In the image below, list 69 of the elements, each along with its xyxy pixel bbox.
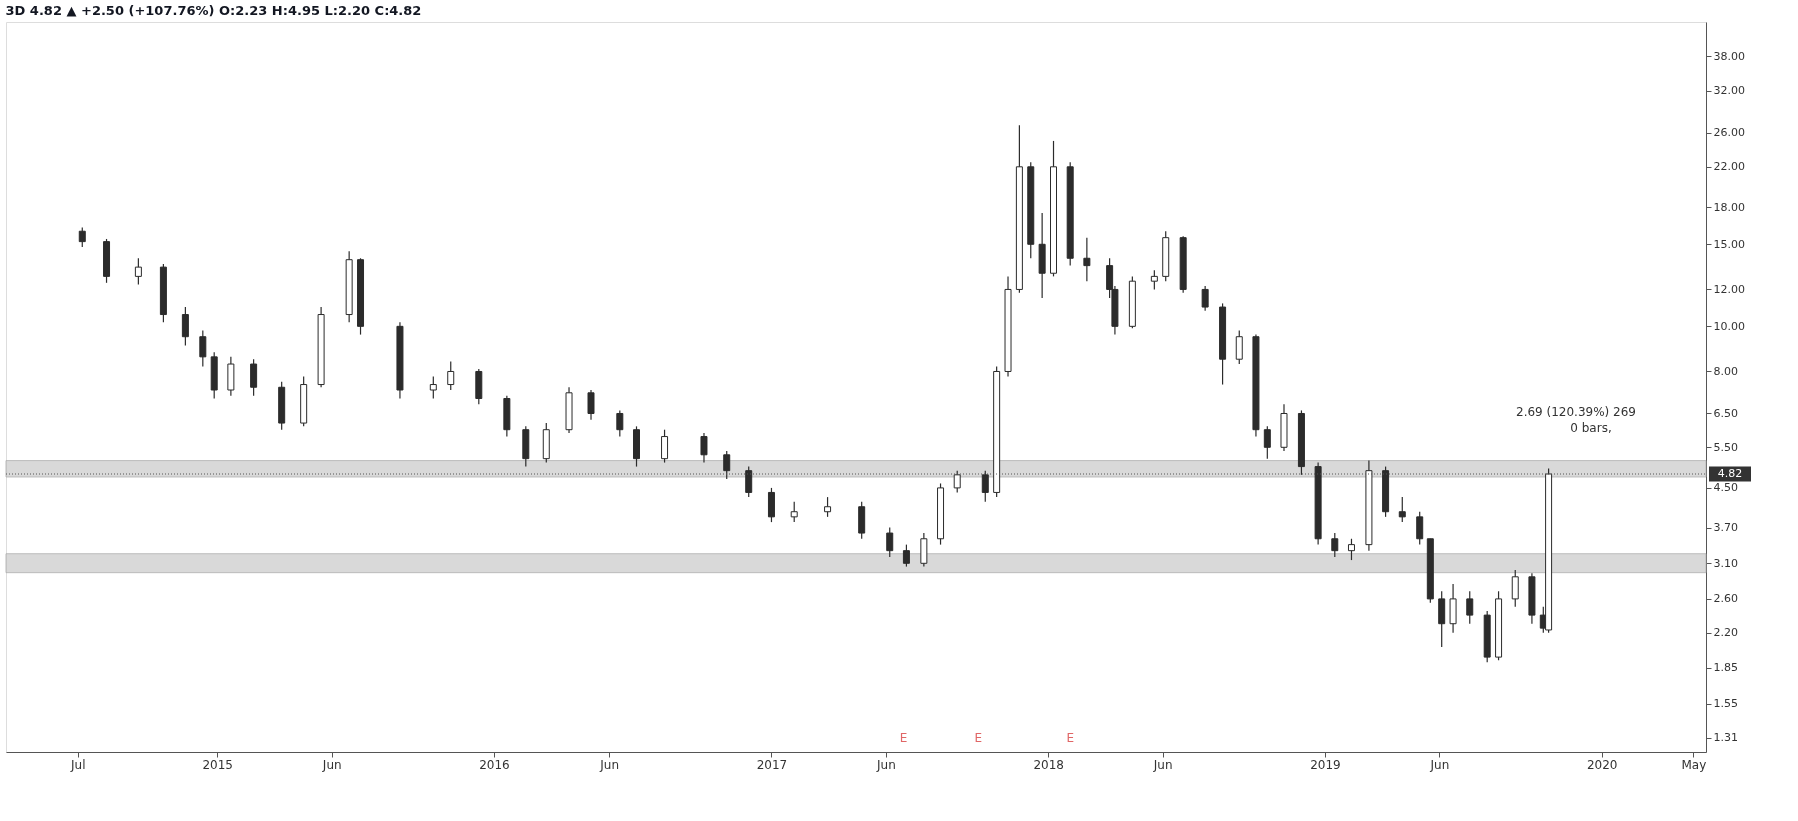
candlestick bbox=[78, 226, 86, 248]
candlestick bbox=[745, 465, 753, 498]
y-tick-label: 1.31 bbox=[1713, 731, 1738, 745]
candlestick bbox=[199, 329, 207, 368]
annotation: 2.69 (120.39%) 269 bbox=[1515, 405, 1637, 419]
candlestick bbox=[134, 257, 142, 286]
x-tick-label: Jun bbox=[1152, 757, 1173, 772]
candlestick bbox=[447, 361, 455, 391]
y-tick-label: 10.00 bbox=[1713, 319, 1745, 333]
candlestick bbox=[429, 376, 437, 400]
candlestick bbox=[1331, 532, 1339, 558]
candlestick bbox=[1416, 511, 1424, 546]
y-tick-label: 4.50 bbox=[1713, 481, 1738, 495]
candlestick bbox=[1511, 569, 1519, 608]
candlestick bbox=[250, 358, 258, 397]
ref-line-label: 4.82 bbox=[1717, 467, 1743, 480]
x-tick-label: 2015 bbox=[202, 757, 233, 772]
y-tick-label: 12.00 bbox=[1713, 282, 1745, 296]
chart-title: 3D 4.82 ▲ +2.50 (+107.76%) O:2.23 H:4.95 L:2.20 C:4.82 bbox=[5, 3, 422, 18]
candlestick bbox=[181, 306, 189, 347]
x-tick-label: 2019 bbox=[1310, 757, 1341, 772]
y-tick-label: 2.20 bbox=[1713, 626, 1738, 640]
y-tick-label: 38.00 bbox=[1713, 49, 1745, 63]
x-tick-label: 2017 bbox=[756, 757, 788, 772]
x-tick-label: Jun bbox=[1429, 757, 1450, 772]
candlestick bbox=[1466, 590, 1474, 625]
y-tick-label: 8.00 bbox=[1713, 364, 1738, 378]
x-tick-label: 2016 bbox=[479, 757, 510, 772]
annotation: E bbox=[974, 731, 983, 745]
x-tick-label: May bbox=[1681, 757, 1707, 772]
annotation: 0 bars, bbox=[1570, 421, 1612, 435]
candlestick bbox=[616, 409, 624, 438]
annotation: E bbox=[899, 731, 908, 745]
candlestick bbox=[902, 544, 910, 568]
x-tick-label: 2018 bbox=[1033, 757, 1064, 772]
candlestick bbox=[981, 470, 989, 503]
annotation: E bbox=[1066, 731, 1074, 745]
candlestick bbox=[587, 389, 595, 421]
candlestick bbox=[661, 429, 669, 464]
candlestick bbox=[1263, 425, 1271, 460]
candlestick bbox=[824, 496, 832, 518]
y-tick-label: 15.00 bbox=[1713, 237, 1745, 251]
y-tick-label: 1.55 bbox=[1713, 697, 1738, 711]
x-tick-label: Jul bbox=[69, 757, 86, 772]
candlestick bbox=[1201, 285, 1209, 312]
candlestick bbox=[1150, 269, 1158, 291]
y-tick-label: 2.60 bbox=[1713, 592, 1738, 606]
candlestick bbox=[953, 470, 961, 494]
x-tick-label: Jun bbox=[876, 757, 896, 772]
candlestick bbox=[1398, 496, 1406, 523]
y-tick-label: 3.10 bbox=[1713, 556, 1738, 570]
y-tick-label: 1.85 bbox=[1713, 661, 1738, 675]
y-tick-label: 18.00 bbox=[1713, 200, 1745, 214]
y-tick-label: 5.50 bbox=[1713, 440, 1738, 454]
y-tick-label: 26.00 bbox=[1713, 126, 1745, 140]
y-tick-label: 22.00 bbox=[1713, 160, 1745, 174]
candlestick bbox=[1083, 237, 1091, 282]
y-tick-label: 6.50 bbox=[1713, 407, 1738, 420]
candlestick bbox=[1235, 329, 1243, 365]
candlestick bbox=[790, 501, 798, 523]
candlestick bbox=[723, 450, 731, 480]
candlestick bbox=[1347, 538, 1355, 561]
x-tick-label: Jun bbox=[321, 757, 342, 772]
candlestick bbox=[700, 432, 708, 464]
x-tick-label: 2020 bbox=[1586, 757, 1618, 772]
y-tick-label: 32.00 bbox=[1713, 84, 1745, 98]
x-tick-label: Jun bbox=[599, 757, 620, 772]
candlestick bbox=[886, 526, 894, 558]
y-tick-label: 3.70 bbox=[1713, 521, 1738, 535]
